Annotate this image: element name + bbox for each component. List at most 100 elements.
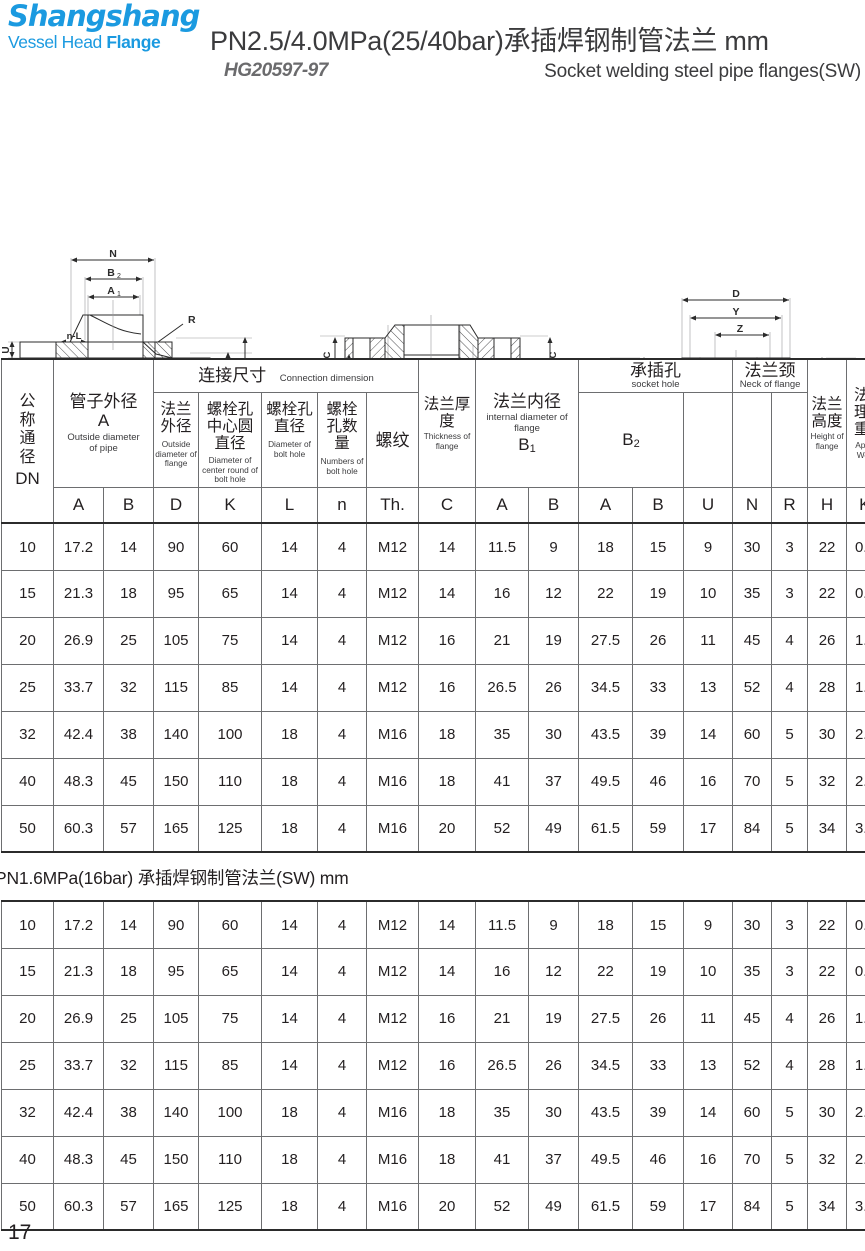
cell-value: 22 xyxy=(807,522,848,571)
cell-dn: 40 xyxy=(1,757,54,806)
page-number: 17 xyxy=(8,1221,32,1244)
header-dn: 公 称 通 径 DN xyxy=(1,357,54,524)
cell-value: 5 xyxy=(771,1182,808,1232)
cell-value: 14 xyxy=(261,994,318,1043)
cell-value: 3.08 xyxy=(846,804,865,854)
cell-dn: 10 xyxy=(1,522,54,571)
flange-spec-table-pn25-40: 公 称 通 径 DN 管子外径 A Outside diameter of pi… xyxy=(1,357,865,854)
svg-text:D: D xyxy=(732,288,740,300)
cell-value: 0.65 xyxy=(846,522,865,571)
cell-value: 1.24 xyxy=(846,1041,865,1090)
cell-value: 26.9 xyxy=(53,616,104,665)
table-row: 50 60.3 57 165 125 18 4 M16 20 52 49 61.5 59 17 84 5 34 3… xyxy=(1,1182,865,1232)
header-thread-cn: 螺纹 xyxy=(375,430,410,450)
symbol-H: H xyxy=(807,486,848,524)
cell-value: 4 xyxy=(317,1041,367,1090)
header-bolt-hole-num: 螺栓孔数量 Numbers of bolt hole xyxy=(317,392,368,488)
cell-value: 105 xyxy=(153,616,200,665)
cell-value: 4 xyxy=(317,569,368,618)
cell-value: 4 xyxy=(317,900,367,949)
cell-value: 19 xyxy=(632,569,685,618)
cell-value: 28 xyxy=(807,1041,847,1090)
cell-value: 3 xyxy=(771,900,808,949)
cell-value: 48.3 xyxy=(53,1135,104,1184)
cell-value: 14 xyxy=(261,947,318,996)
header-internal-dia-sym: B1 xyxy=(478,435,576,455)
header-group-row-2: 法兰外径 Outside diameter of flange 螺栓孔中心圆直径… xyxy=(2,392,865,488)
cell-value: 70 xyxy=(732,1135,772,1184)
cell-value: 4 xyxy=(317,947,367,996)
cell-value: M16 xyxy=(366,710,420,759)
svg-text:C: C xyxy=(548,351,559,358)
header-neck-en: Neck of flange xyxy=(739,379,801,390)
cell-value: 60 xyxy=(732,1088,772,1137)
cell-value: 22 xyxy=(807,900,847,949)
cell-value: 45 xyxy=(732,994,772,1043)
cell-value: 5 xyxy=(771,710,809,759)
cell-value: 75 xyxy=(198,616,263,665)
cell-value: 22 xyxy=(807,569,848,618)
cell-value: 4 xyxy=(317,1182,367,1232)
symbol-Kg: Kg xyxy=(846,486,865,524)
header-dn-sym: DN xyxy=(15,469,40,489)
cell-value: 2.02 xyxy=(846,710,865,759)
cell-value: 14 xyxy=(261,616,319,665)
cell-value: 0.72 xyxy=(846,569,865,618)
cell-dn: 40 xyxy=(1,1135,54,1184)
cell-value: 52 xyxy=(475,804,530,854)
cell-value: M16 xyxy=(366,1135,419,1184)
cell-value: 5 xyxy=(771,1135,808,1184)
cell-value: 4 xyxy=(771,994,808,1043)
symbol-B1: B xyxy=(102,486,155,524)
cell-value: 17.2 xyxy=(53,900,104,949)
cell-value: 46 xyxy=(632,757,685,806)
cell-value: 15 xyxy=(632,900,684,949)
cell-value: 14 xyxy=(683,1088,733,1137)
header-bolt-hole-dia-en: Diameter of bolt hole xyxy=(268,439,311,459)
cell-value: 16 xyxy=(418,616,477,665)
cell-value: M12 xyxy=(366,1041,419,1090)
header-group-row-1: 公 称 通 径 DN 管子外径 A Outside diameter of pi… xyxy=(1,357,865,524)
cell-value: 19 xyxy=(632,947,684,996)
cell-value: 41 xyxy=(475,1135,529,1184)
cell-value: 9 xyxy=(528,900,579,949)
header-r-blank xyxy=(771,392,809,488)
cell-value: 45 xyxy=(103,1135,154,1184)
cell-value: 18 xyxy=(578,522,634,571)
symbol-U: U xyxy=(683,486,734,524)
header-thickness-en: Thickness of flange xyxy=(423,430,471,451)
cell-value: 60 xyxy=(732,710,773,759)
cell-value: 18 xyxy=(261,710,319,759)
cell-value: 45 xyxy=(102,757,155,806)
table-row: 40 48.3 45 150 110 18 4 M16 18 41 37 49.5 46 16 70 5 32 2… xyxy=(1,1135,865,1184)
cell-value: 16 xyxy=(683,757,734,806)
cell-value: M12 xyxy=(366,900,419,949)
cell-value: 2.02 xyxy=(846,1088,865,1137)
header-bolt-circle-cn: 螺栓孔中心圆直径 xyxy=(206,401,254,453)
cell-value: 65 xyxy=(198,947,262,996)
cell-value: 70 xyxy=(732,757,773,806)
svg-text:N: N xyxy=(109,248,117,260)
header-symbol-row: A B D K L n Th. C A B A B U N R H Kg xyxy=(2,486,865,524)
header-thickness-cn: 法兰厚度 xyxy=(423,395,471,430)
header-height: 法兰高度 Height of flange xyxy=(807,357,848,488)
header-flange-od: 法兰外径 Outside diameter of flange xyxy=(153,392,200,488)
cell-value: 48.3 xyxy=(53,757,104,806)
header-dn-cn-4: 径 xyxy=(19,448,36,466)
header-weight-cn: 法兰理论重量 xyxy=(854,386,865,438)
cell-value: 20 xyxy=(418,1182,476,1232)
cell-value: 4 xyxy=(317,663,368,712)
cell-value: 39 xyxy=(632,710,685,759)
table-row: 32 42.4 38 140 100 18 4 M16 18 35 30 43.5 39 14 60 5 30 2… xyxy=(1,710,865,759)
cell-value: 18 xyxy=(418,757,477,806)
cell-value: 16 xyxy=(418,994,476,1043)
table-row: 25 33.7 32 115 85 14 4 M12 16 26.5 26 34.5 33 13 52 4 28… xyxy=(1,1041,865,1090)
cell-value: 34 xyxy=(807,1182,847,1232)
cell-value: 26.5 xyxy=(475,663,530,712)
header-bolt-hole-num-cn: 螺栓孔数量 xyxy=(326,401,358,453)
cell-value: 17 xyxy=(683,804,734,854)
symbol-A2: A xyxy=(475,486,530,524)
cell-value: 14 xyxy=(683,710,734,759)
cell-value: 18 xyxy=(418,1135,476,1184)
